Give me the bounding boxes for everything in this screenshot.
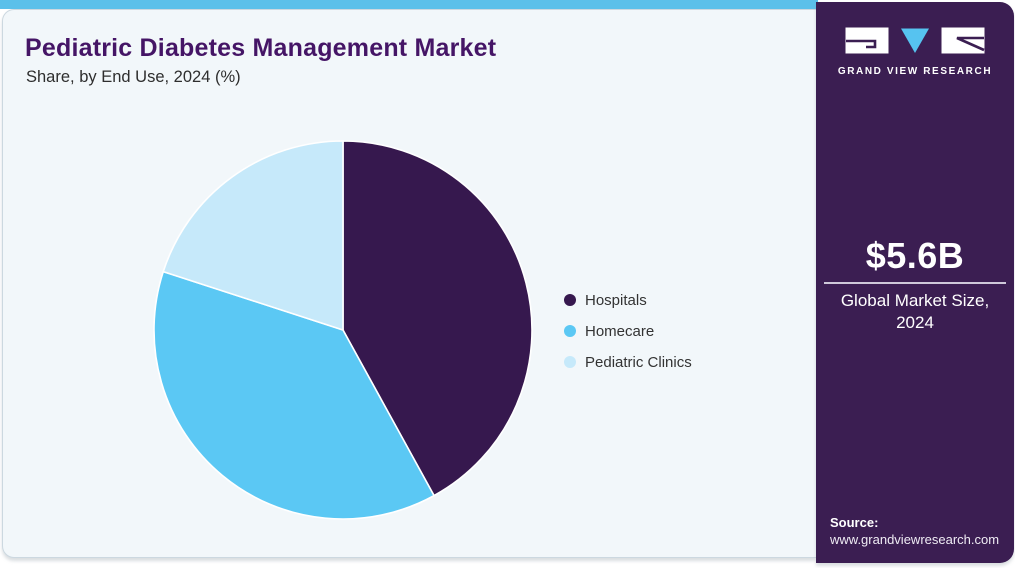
brand-name: GRAND VIEW RESEARCH	[837, 66, 993, 77]
page-title: Pediatric Diabetes Management Market	[25, 34, 497, 62]
pie-chart	[153, 140, 533, 520]
source-url: www.grandviewresearch.com	[830, 532, 1000, 547]
chart-card: Pediatric Diabetes Management Market Sha…	[2, 9, 816, 558]
legend-dot-homecare	[564, 325, 576, 337]
pie-slice-hospitals	[342, 140, 533, 497]
gvr-logo-icon	[845, 27, 985, 54]
page-subtitle: Share, by End Use, 2024 (%)	[26, 68, 241, 86]
legend-dot-hospitals	[564, 294, 576, 306]
brand-logo: GRAND VIEW RESEARCH	[816, 26, 1014, 77]
pie-slice-pediatric-clinics	[162, 140, 344, 331]
legend-label-pediatric-clinics: Pediatric Clinics	[585, 353, 692, 371]
logo-g-glyph	[846, 39, 877, 49]
source-block: Source: www.grandviewresearch.com	[830, 514, 999, 548]
logo-triangle-icon	[901, 28, 929, 53]
market-size-label-line1: Global Market Size,	[840, 291, 990, 310]
market-size-label-line2: 2024	[896, 313, 934, 332]
market-size-value: $5.6B	[865, 235, 965, 276]
legend-dot-pediatric-clinics	[564, 356, 576, 368]
legend-item-hospitals: Hospitals	[564, 291, 692, 309]
legend-item-homecare: Homecare	[564, 322, 692, 340]
logo-r-glyph	[956, 36, 985, 52]
legend: Hospitals Homecare Pediatric Clinics	[564, 291, 692, 371]
market-size-label: Global Market Size, 2024	[816, 290, 1014, 334]
pie-slice-homecare	[153, 270, 435, 520]
top-accent-strip	[0, 0, 818, 9]
legend-label-homecare: Homecare	[585, 322, 655, 340]
legend-item-pediatric-clinics: Pediatric Clinics	[564, 353, 692, 371]
market-size-divider	[824, 282, 1006, 284]
sidebar: GRAND VIEW RESEARCH $5.6B Global Market …	[816, 2, 1014, 563]
market-size-block: $5.6B Global Market Size, 2024	[816, 236, 1014, 334]
legend-label-hospitals: Hospitals	[585, 291, 647, 309]
source-label: Source:	[830, 515, 879, 530]
